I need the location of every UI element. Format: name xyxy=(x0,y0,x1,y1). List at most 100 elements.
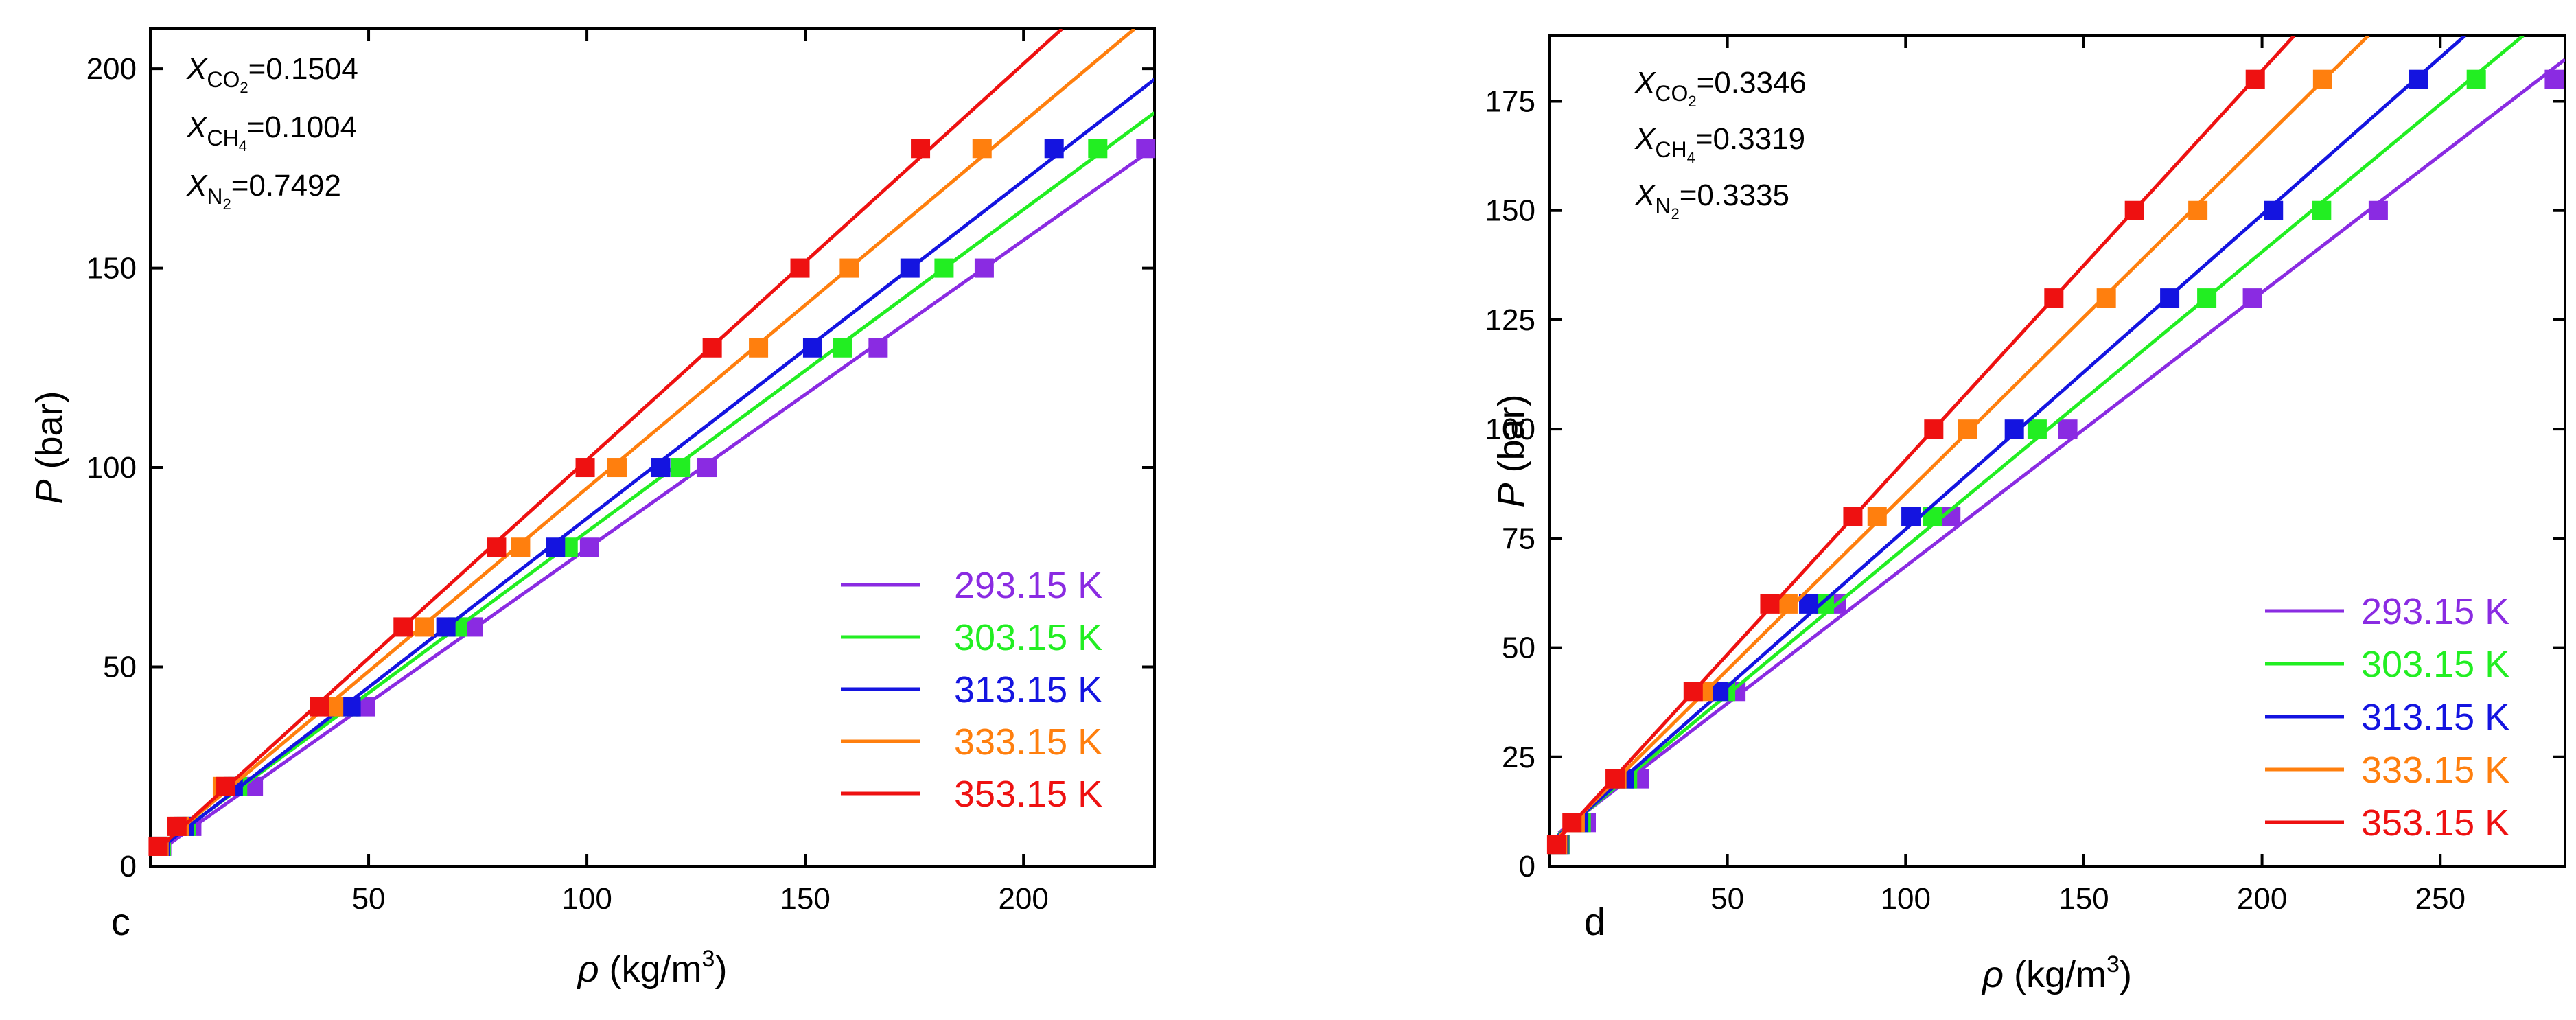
y-tick-label: 75 xyxy=(1502,522,1535,555)
data-point xyxy=(1562,813,1582,833)
x-axis-close: ) xyxy=(715,949,727,990)
x-axis-exp: 3 xyxy=(702,946,715,972)
data-point xyxy=(579,537,599,557)
data-point xyxy=(749,338,769,358)
y-axis-symbol: P xyxy=(29,479,70,504)
data-point xyxy=(900,258,920,278)
comp-sub: CO xyxy=(207,67,240,92)
x-tick-label: 150 xyxy=(780,882,830,916)
x-axis-symbol: ρ xyxy=(577,949,599,990)
comp-value: =0.3335 xyxy=(1680,178,1789,212)
x-axis-title: ρ (kg/m3) xyxy=(577,946,728,990)
comp-sub2: 4 xyxy=(1687,149,1695,166)
data-point xyxy=(697,458,717,478)
composition-label: XCO2=0.1504 xyxy=(186,52,358,96)
data-point xyxy=(1924,419,1944,439)
legend-label: 333.15 K xyxy=(954,721,1102,763)
series-line xyxy=(1553,36,2296,844)
x-tick-label: 150 xyxy=(2058,882,2109,916)
data-point xyxy=(2245,69,2265,89)
series-line xyxy=(154,29,1063,853)
y-axis-unit: (bar) xyxy=(29,391,70,479)
data-point xyxy=(2409,69,2428,89)
comp-value: =0.7492 xyxy=(231,169,341,202)
y-tick-label: 100 xyxy=(86,451,137,485)
legend-label: 303.15 K xyxy=(2361,644,2509,685)
plot-frame xyxy=(149,27,1156,868)
data-point xyxy=(167,816,187,836)
data-point xyxy=(216,776,236,796)
data-point xyxy=(868,338,888,358)
comp-symbol: X xyxy=(1634,66,1656,100)
data-point xyxy=(839,258,859,278)
comp-value: =0.3319 xyxy=(1695,122,1805,156)
comp-symbol: X xyxy=(186,111,208,144)
data-point xyxy=(2027,419,2047,439)
data-point xyxy=(802,338,822,358)
composition-label: XN2=0.3335 xyxy=(1634,178,1789,222)
data-point xyxy=(1088,139,1108,159)
comp-value: =0.1504 xyxy=(248,52,358,86)
data-point xyxy=(1901,507,1921,526)
data-point xyxy=(1843,507,1863,526)
data-point xyxy=(1760,594,1780,614)
x-tick-label: 50 xyxy=(352,882,386,916)
data-point xyxy=(607,458,627,478)
data-point xyxy=(575,458,595,478)
data-point xyxy=(1136,139,1156,159)
data-point xyxy=(2096,288,2116,308)
data-point xyxy=(2312,200,2332,220)
comp-sub2: 2 xyxy=(1671,205,1679,222)
y-axis-unit: (bar) xyxy=(1491,394,1532,483)
comp-sub: CH xyxy=(1655,137,1686,162)
x-axis-unit: (kg/m xyxy=(599,949,702,990)
data-point xyxy=(2242,288,2262,308)
y-tick-label: 175 xyxy=(1485,85,1535,119)
legend-label: 293.15 K xyxy=(954,565,1102,606)
x-axis-close: ) xyxy=(2120,954,2132,995)
data-point xyxy=(2058,419,2078,439)
data-point xyxy=(546,537,566,557)
comp-value: =0.3346 xyxy=(1697,66,1807,100)
legend-label: 313.15 K xyxy=(954,669,1102,710)
data-point xyxy=(1867,507,1887,526)
data-point xyxy=(2044,288,2064,308)
y-tick-label: 50 xyxy=(1502,631,1535,665)
x-tick-label: 250 xyxy=(2415,882,2465,916)
x-axis-title: ρ (kg/m3) xyxy=(1981,951,2132,995)
data-point xyxy=(911,139,931,159)
comp-sub: N xyxy=(207,184,222,209)
data-point xyxy=(2004,419,2024,439)
legend-label: 353.15 K xyxy=(954,774,1102,815)
x-tick-label: 100 xyxy=(1881,882,1931,916)
data-point xyxy=(1044,139,1064,159)
data-point xyxy=(2197,288,2217,308)
comp-sub: CH xyxy=(207,126,238,150)
y-tick-label: 0 xyxy=(120,850,137,883)
comp-sub2: 2 xyxy=(222,196,231,213)
data-point xyxy=(415,617,434,637)
data-point xyxy=(974,258,994,278)
data-point xyxy=(1546,835,1566,855)
x-tick-label: 100 xyxy=(561,882,612,916)
data-point xyxy=(2160,288,2180,308)
panel-d: 50 100 150 200 250 0 25 50 75 100 125 150 175 293.15 … xyxy=(1485,34,2566,995)
panel-letter: c xyxy=(111,900,130,943)
data-point xyxy=(1683,682,1703,702)
composition-label: XN2=0.7492 xyxy=(186,169,341,213)
comp-sub2: 2 xyxy=(240,79,248,96)
data-point xyxy=(511,537,531,557)
x-axis-unit: (kg/m xyxy=(2004,954,2107,995)
data-point xyxy=(1605,769,1625,789)
comp-symbol: X xyxy=(1634,178,1656,212)
comp-symbol: X xyxy=(186,169,208,202)
data-point xyxy=(487,537,507,557)
composition-label: XCH4=0.1004 xyxy=(186,111,357,154)
y-axis-title: P (bar) xyxy=(29,391,70,504)
comp-value: =0.1004 xyxy=(247,111,357,144)
comp-sub: CO xyxy=(1655,81,1688,106)
data-point xyxy=(2124,200,2144,220)
y-tick-label: 200 xyxy=(86,52,137,86)
data-point xyxy=(341,697,361,717)
